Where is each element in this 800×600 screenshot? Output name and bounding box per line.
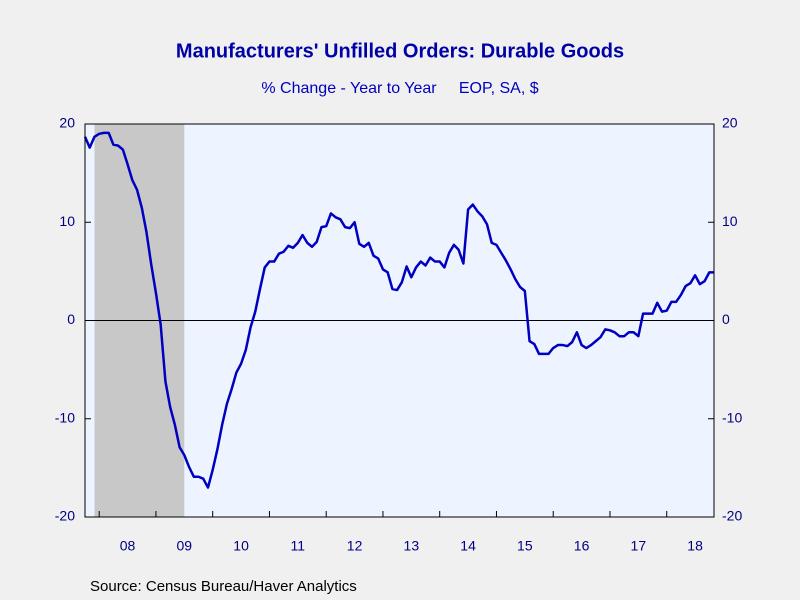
chart-subtitle: % Change - Year to Year EOP, SA, $ [261, 80, 538, 97]
x-tick-label: 14 [460, 538, 476, 554]
x-tick-label: 10 [233, 538, 249, 554]
y2-tick-label: 20 [722, 115, 738, 131]
plot-border [84, 123, 715, 518]
y-tick-label: 10 [59, 213, 75, 229]
y2-tick-label: 10 [722, 213, 738, 229]
x-tick-label: 12 [347, 538, 363, 554]
x-tick-label: 08 [120, 538, 136, 554]
y-tick-label: 20 [59, 115, 75, 131]
x-tick-label: 16 [574, 538, 590, 554]
x-tick-label: 13 [404, 538, 420, 554]
x-tick-label: 18 [687, 538, 703, 554]
x-tick-label: 09 [177, 538, 193, 554]
data-line [83, 131, 714, 489]
x-tick-label: 17 [631, 538, 647, 554]
source: Source: Census Bureau/Haver Analytics [90, 578, 357, 595]
y-tick-label: -10 [55, 409, 75, 425]
y2-tick-label: -10 [722, 409, 742, 425]
y2-tick-label: 0 [722, 311, 730, 327]
x-tick-label: 15 [517, 538, 533, 554]
y-tick-label: -20 [55, 508, 75, 524]
y-tick-label: 0 [67, 311, 75, 327]
chart-title: Manufacturers' Unfilled Orders: Durable … [176, 40, 624, 62]
y2-tick-label: -20 [722, 508, 742, 524]
x-tick-label: 11 [291, 538, 306, 554]
